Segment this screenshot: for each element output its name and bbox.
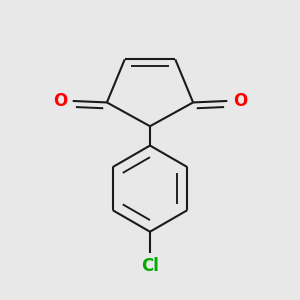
Text: Cl: Cl	[141, 257, 159, 275]
Text: O: O	[53, 92, 68, 110]
Text: O: O	[232, 92, 247, 110]
